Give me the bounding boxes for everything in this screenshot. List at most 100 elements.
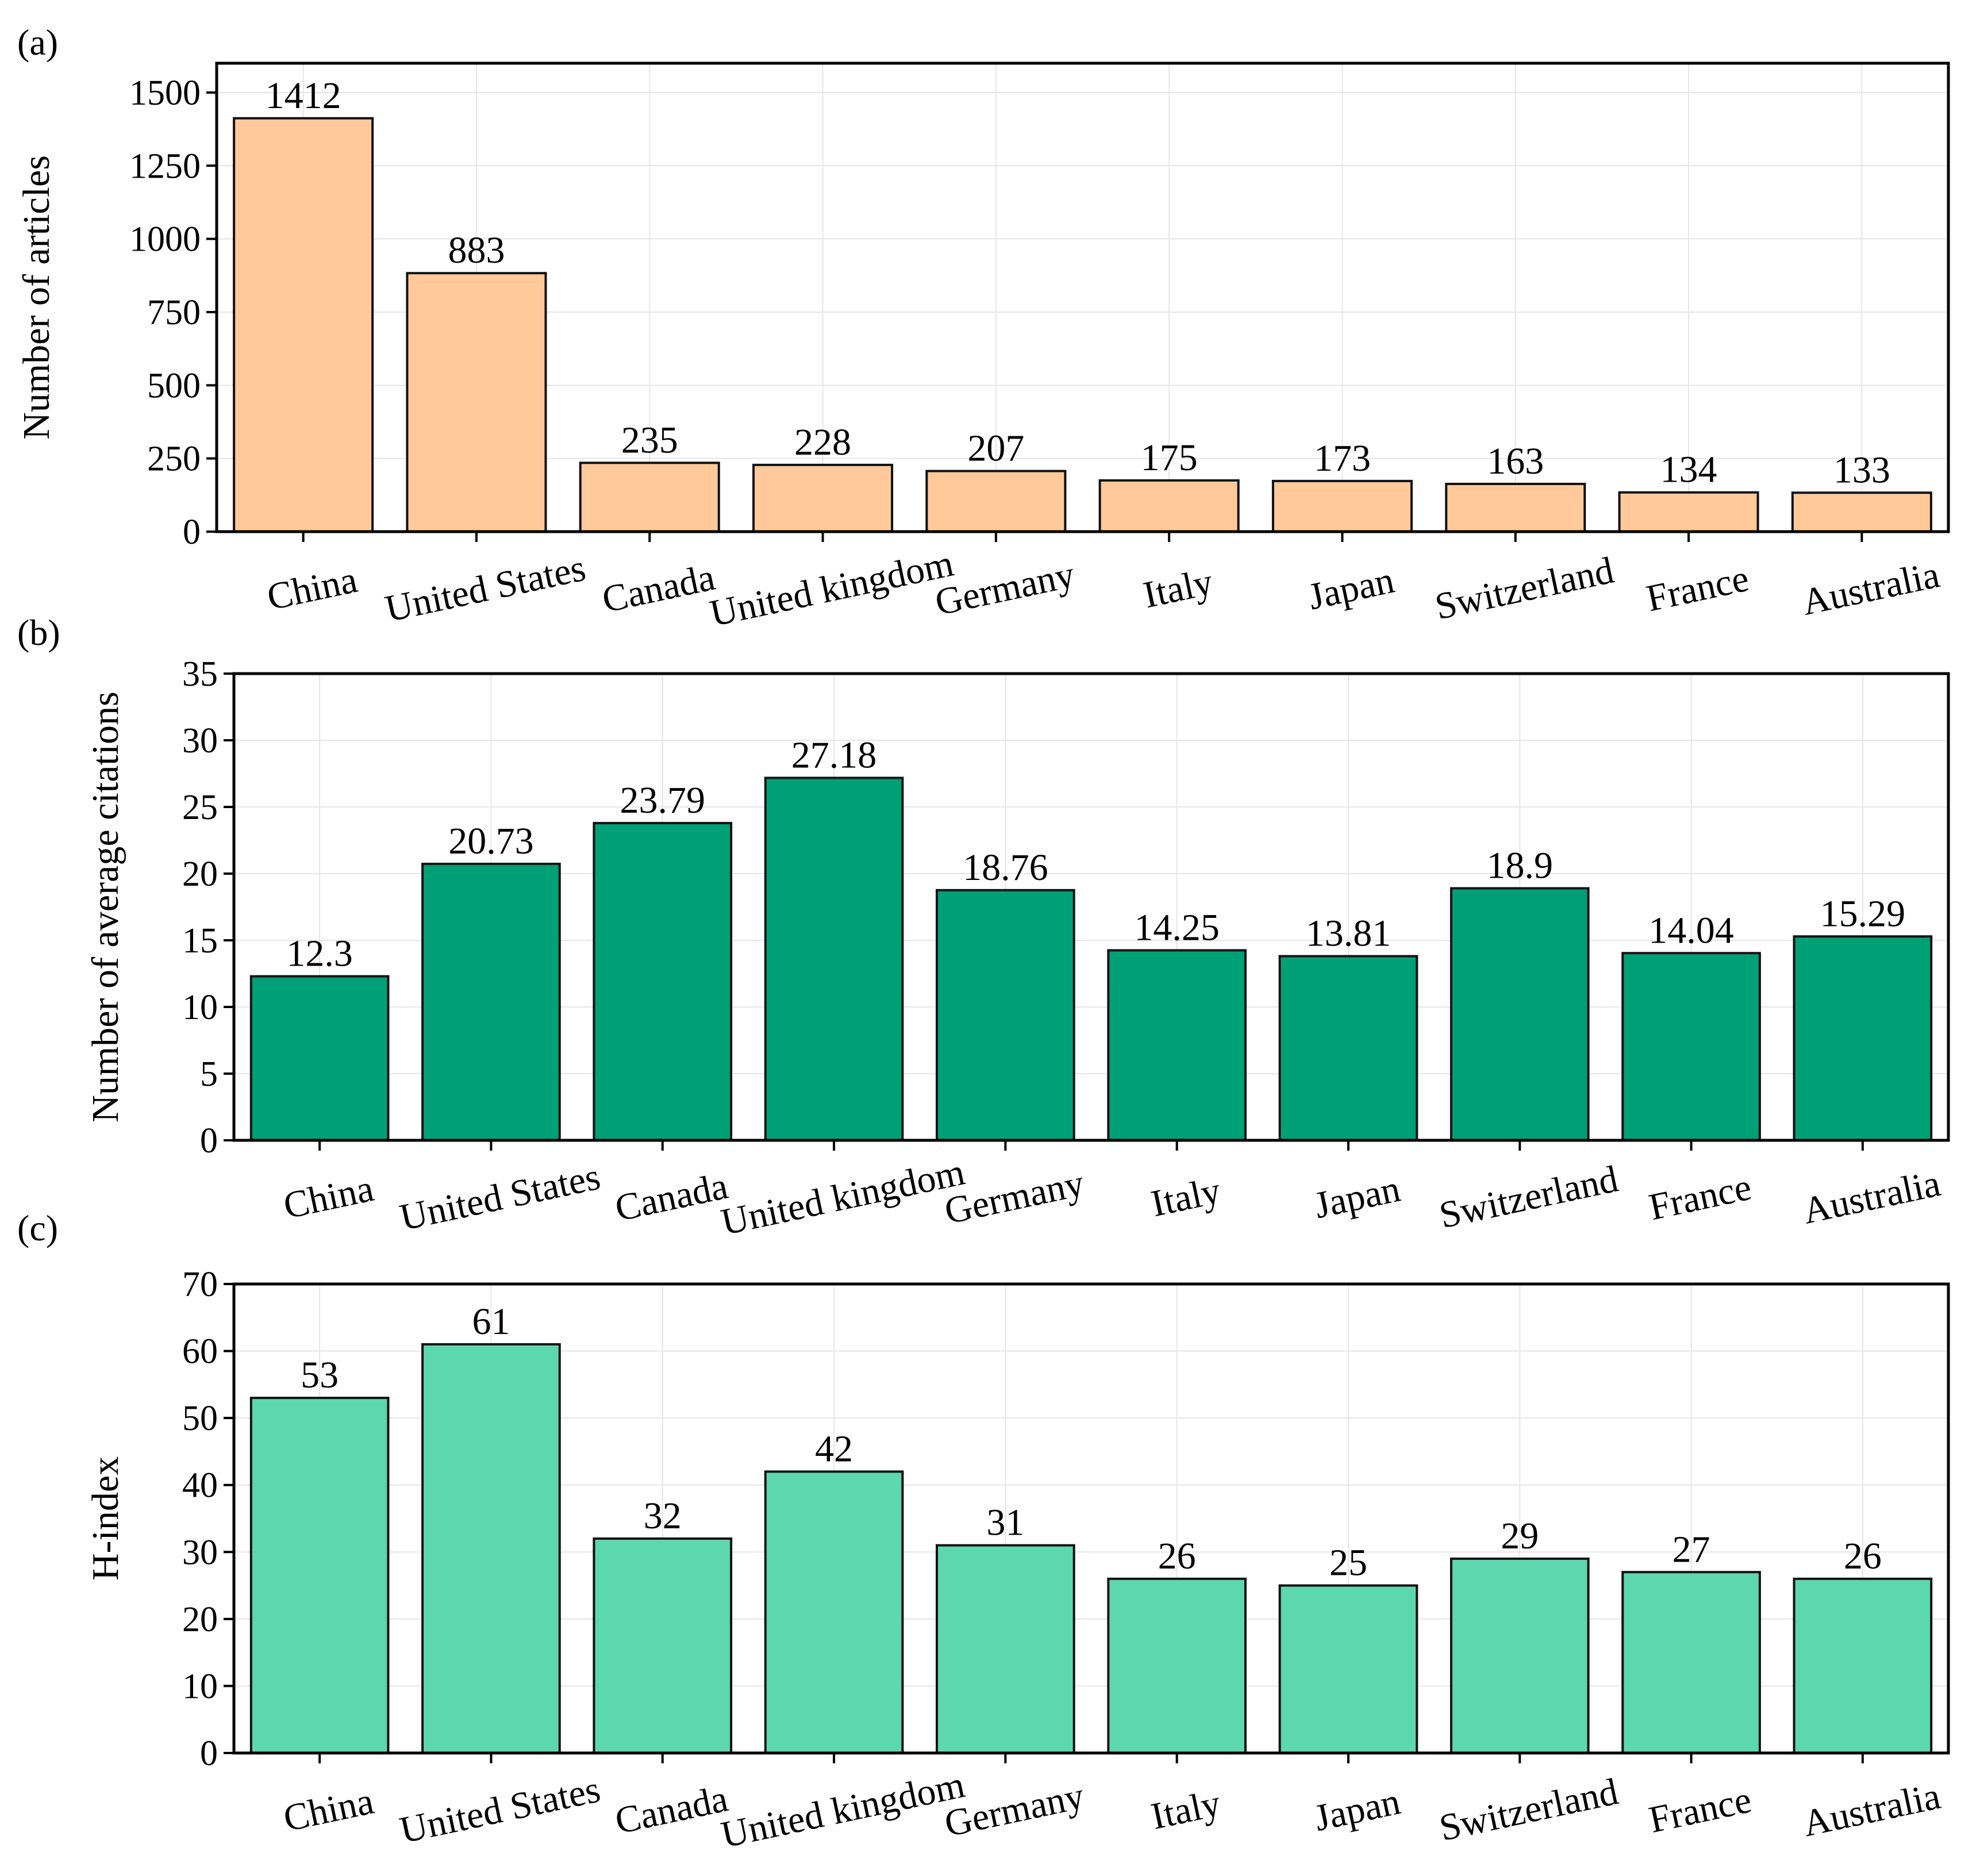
bar-value-label: 27: [1673, 1528, 1710, 1570]
bar: [764, 1470, 904, 1754]
bar-value-label: 14.25: [1134, 906, 1220, 948]
plot-frame: [215, 61, 1950, 533]
x-category-label: Italy: [1147, 1170, 1224, 1225]
x-category-label: United States: [382, 547, 589, 630]
bar: [764, 776, 904, 1141]
x-category-label: United States: [396, 1768, 603, 1851]
x-category-label: Japan: [1310, 1781, 1404, 1840]
x-category-label: Germany: [932, 553, 1078, 624]
x-category-label: Switzerland: [1436, 1158, 1622, 1236]
plot-frame: [232, 672, 1950, 1142]
bar: [1618, 491, 1759, 533]
panel-letter: (b): [17, 612, 60, 653]
chart-panel-2: (b) 12.3 20.73 23.79 27.18 18.76 14.25 13.81 18.…: [17, 612, 1950, 1243]
x-category-label: Japan: [1310, 1168, 1404, 1227]
y-tick-label: 25: [182, 788, 218, 827]
x-category-label: United kingdom: [717, 1151, 968, 1243]
bar-value-label: 14.04: [1648, 909, 1734, 951]
y-tick-label: 35: [182, 655, 218, 694]
bar: [1107, 1577, 1247, 1755]
y-axis-title: Number of average citations: [84, 691, 126, 1122]
bar: [249, 975, 390, 1141]
bar: [421, 1343, 561, 1754]
bar: [1107, 949, 1247, 1142]
bar-value-label: 228: [794, 421, 851, 463]
bar: [936, 1544, 1075, 1755]
y-axis-title: H-index: [84, 1456, 126, 1581]
y-tick-label: 0: [183, 513, 201, 552]
bar-value-label: 32: [644, 1495, 682, 1537]
y-tick-label: 0: [200, 1121, 218, 1160]
bar: [249, 1397, 390, 1754]
y-tick-label: 10: [182, 1667, 218, 1706]
bar-value-label: 29: [1501, 1515, 1539, 1557]
bar: [1793, 1577, 1933, 1755]
bar-value-label: 13.81: [1306, 913, 1391, 955]
x-category-label: Italy: [1147, 1782, 1224, 1838]
bar-value-label: 207: [967, 428, 1024, 470]
bar: [1271, 479, 1413, 533]
chart-panel-3: (c) 53 61 32 42 31 26 25 29 27 26 0 10 20 30 40 50 60 70 Ch…: [17, 1208, 1950, 1856]
bar: [1621, 1571, 1761, 1754]
bar: [752, 463, 894, 533]
x-category-label: Switzerland: [1436, 1770, 1622, 1849]
bar: [1793, 935, 1933, 1141]
x-category-label: France: [1645, 1166, 1755, 1229]
y-tick-label: 750: [147, 293, 201, 332]
x-category-label: Canada: [612, 1778, 732, 1843]
bar-value-label: 31: [986, 1502, 1024, 1544]
panel-letter: (a): [17, 22, 58, 63]
y-tick-label: 60: [182, 1332, 218, 1371]
y-tick-label: 20: [182, 855, 218, 894]
bar-value-label: 23.79: [620, 779, 706, 821]
bar: [579, 462, 720, 533]
bar: [1450, 1557, 1590, 1754]
bar: [1450, 887, 1590, 1142]
y-tick-label: 1500: [129, 74, 201, 113]
bar-value-label: 20.73: [448, 820, 534, 862]
bar-value-label: 26: [1158, 1535, 1196, 1577]
y-tick-label: 500: [147, 366, 201, 405]
x-category-label: United States: [396, 1155, 603, 1239]
y-tick-label: 20: [182, 1600, 218, 1639]
x-category-label: Australia: [1799, 1775, 1944, 1845]
bar-value-label: 18.9: [1487, 845, 1554, 887]
x-category-label: France: [1645, 1779, 1755, 1842]
y-tick-label: 70: [182, 1265, 218, 1304]
bar-value-label: 18.76: [963, 847, 1048, 889]
y-tick-label: 0: [200, 1734, 218, 1773]
x-category-label: China: [263, 559, 360, 618]
bar: [406, 272, 547, 533]
x-category-label: Canada: [598, 556, 718, 621]
x-category-label: Switzerland: [1432, 549, 1618, 628]
bar-value-label: 134: [1660, 449, 1717, 491]
x-category-label: France: [1643, 558, 1752, 620]
bar-value-label: 61: [472, 1301, 510, 1343]
plot-frame: [232, 1282, 1950, 1755]
bar: [421, 863, 561, 1141]
bar-value-label: 15.29: [1820, 893, 1906, 935]
x-category-label: Australia: [1798, 553, 1943, 624]
bar-value-label: 12.3: [286, 933, 353, 975]
x-category-label: Japan: [1305, 559, 1398, 618]
x-category-label: United kingdom: [706, 542, 958, 635]
bar-value-label: 173: [1314, 437, 1371, 479]
bar-value-label: 235: [621, 419, 678, 461]
chart-panel-1: (a) 1412 883 235 228 207 175 173 163 134 133 0 250 50…: [16, 22, 1950, 635]
x-category-label: United kingdom: [717, 1763, 968, 1856]
bar: [593, 1537, 733, 1754]
y-tick-label: 5: [200, 1055, 218, 1094]
y-axis-title: Number of articles: [16, 155, 57, 440]
bar: [925, 470, 1067, 533]
bar-value-label: 883: [448, 229, 505, 271]
y-tick-label: 250: [147, 440, 201, 479]
bar-value-label: 27.18: [791, 734, 877, 776]
panel-letter: (c): [17, 1208, 58, 1248]
bar: [1278, 955, 1418, 1142]
y-tick-label: 30: [182, 721, 218, 760]
bar: [1098, 479, 1240, 533]
x-category-label: Canada: [612, 1165, 732, 1230]
bar: [1278, 1584, 1418, 1755]
bar-value-label: 26: [1844, 1535, 1882, 1577]
